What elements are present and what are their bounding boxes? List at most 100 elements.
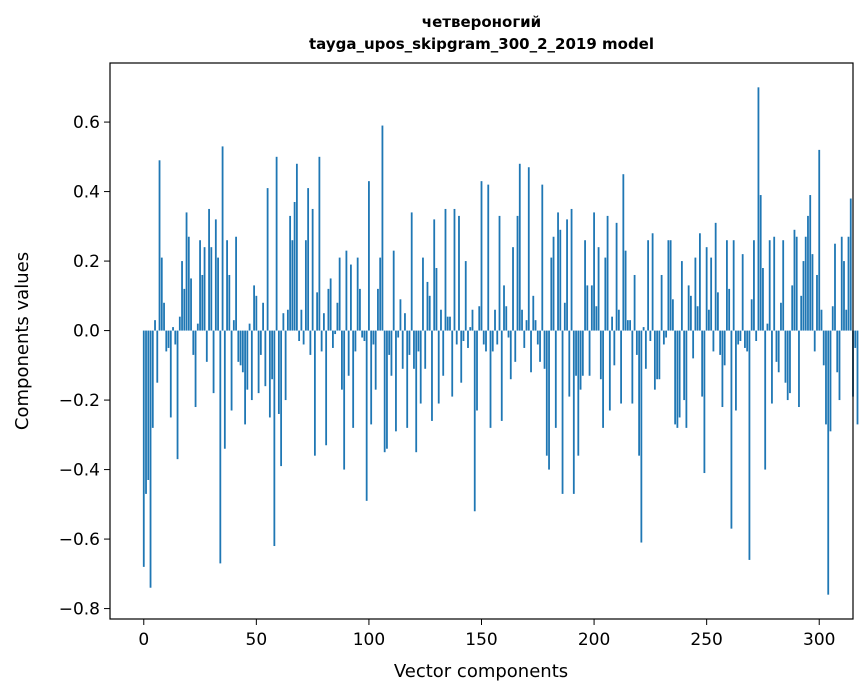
bar [147,330,150,480]
bar [327,288,330,331]
bar [527,167,530,331]
bar [219,330,222,564]
bar [822,330,825,366]
bar [635,330,638,355]
bar [694,257,697,331]
bar [460,330,463,383]
bar [757,87,760,331]
bar [444,208,447,331]
bar [741,254,744,331]
x-tick-label: 250 [690,630,722,650]
bar [692,330,695,359]
bar [710,257,713,331]
bar [167,330,170,348]
bar [354,330,357,352]
bar [809,195,812,331]
bar [755,330,758,341]
bar [662,330,665,345]
bar [458,215,460,331]
bar [356,257,359,331]
bar [735,330,737,411]
bar [408,330,411,355]
bar [471,309,474,331]
bar [176,330,179,460]
bar [854,330,857,348]
bar [268,330,271,418]
bar [532,295,535,331]
bar [766,323,769,331]
bar [789,330,791,394]
bar [685,330,688,428]
bar [658,330,661,380]
bar [521,309,523,331]
bar [419,330,422,404]
bar [262,302,264,331]
bar [165,330,168,352]
bar [446,316,449,331]
bar [820,309,823,331]
bar [676,330,679,428]
bar [845,309,848,331]
bar [536,330,539,345]
bar [813,330,816,352]
bar [791,285,794,331]
bar [818,149,821,331]
bar [259,330,262,355]
bar [277,330,280,414]
bar [764,330,767,470]
bar [786,330,789,401]
bar [730,330,733,529]
bar [322,313,325,331]
bar [836,330,839,373]
bar [401,330,404,369]
bar [696,306,699,331]
bar [271,330,274,380]
bar [703,330,706,474]
bar [660,274,663,331]
bar [827,330,830,595]
bar [811,254,814,331]
x-axis-label: Vector components [394,661,568,682]
bar [181,261,183,331]
bar [744,330,746,348]
bar [336,302,339,331]
bar [230,330,233,411]
bar [626,320,629,331]
bar [800,295,803,331]
bar [442,330,445,376]
bar [847,236,850,331]
plot-area-frame [109,62,854,620]
bar [329,278,332,331]
bar [656,330,659,380]
bar [728,288,731,331]
bar [593,212,595,331]
bar [568,330,571,397]
bar [455,330,458,345]
bar [482,330,485,345]
bar [667,240,670,331]
bar [415,330,418,453]
bar [149,330,152,588]
bar [392,250,395,331]
bar [208,208,210,331]
bar [714,222,717,331]
bar [588,330,591,376]
bar [771,330,773,404]
bar [726,240,728,331]
bar [313,330,316,456]
bar [816,274,818,331]
bar [476,330,478,411]
bar [579,330,582,390]
bar [440,309,442,331]
x-tick-label: 50 [246,630,268,650]
bar [214,219,217,331]
bar [374,330,377,390]
bar [273,330,276,547]
bar [473,330,476,512]
bar [469,327,472,331]
bar [298,330,301,341]
bar [266,188,269,331]
bar [795,236,798,331]
x-tick-label: 0 [138,630,149,650]
bar [309,330,312,355]
